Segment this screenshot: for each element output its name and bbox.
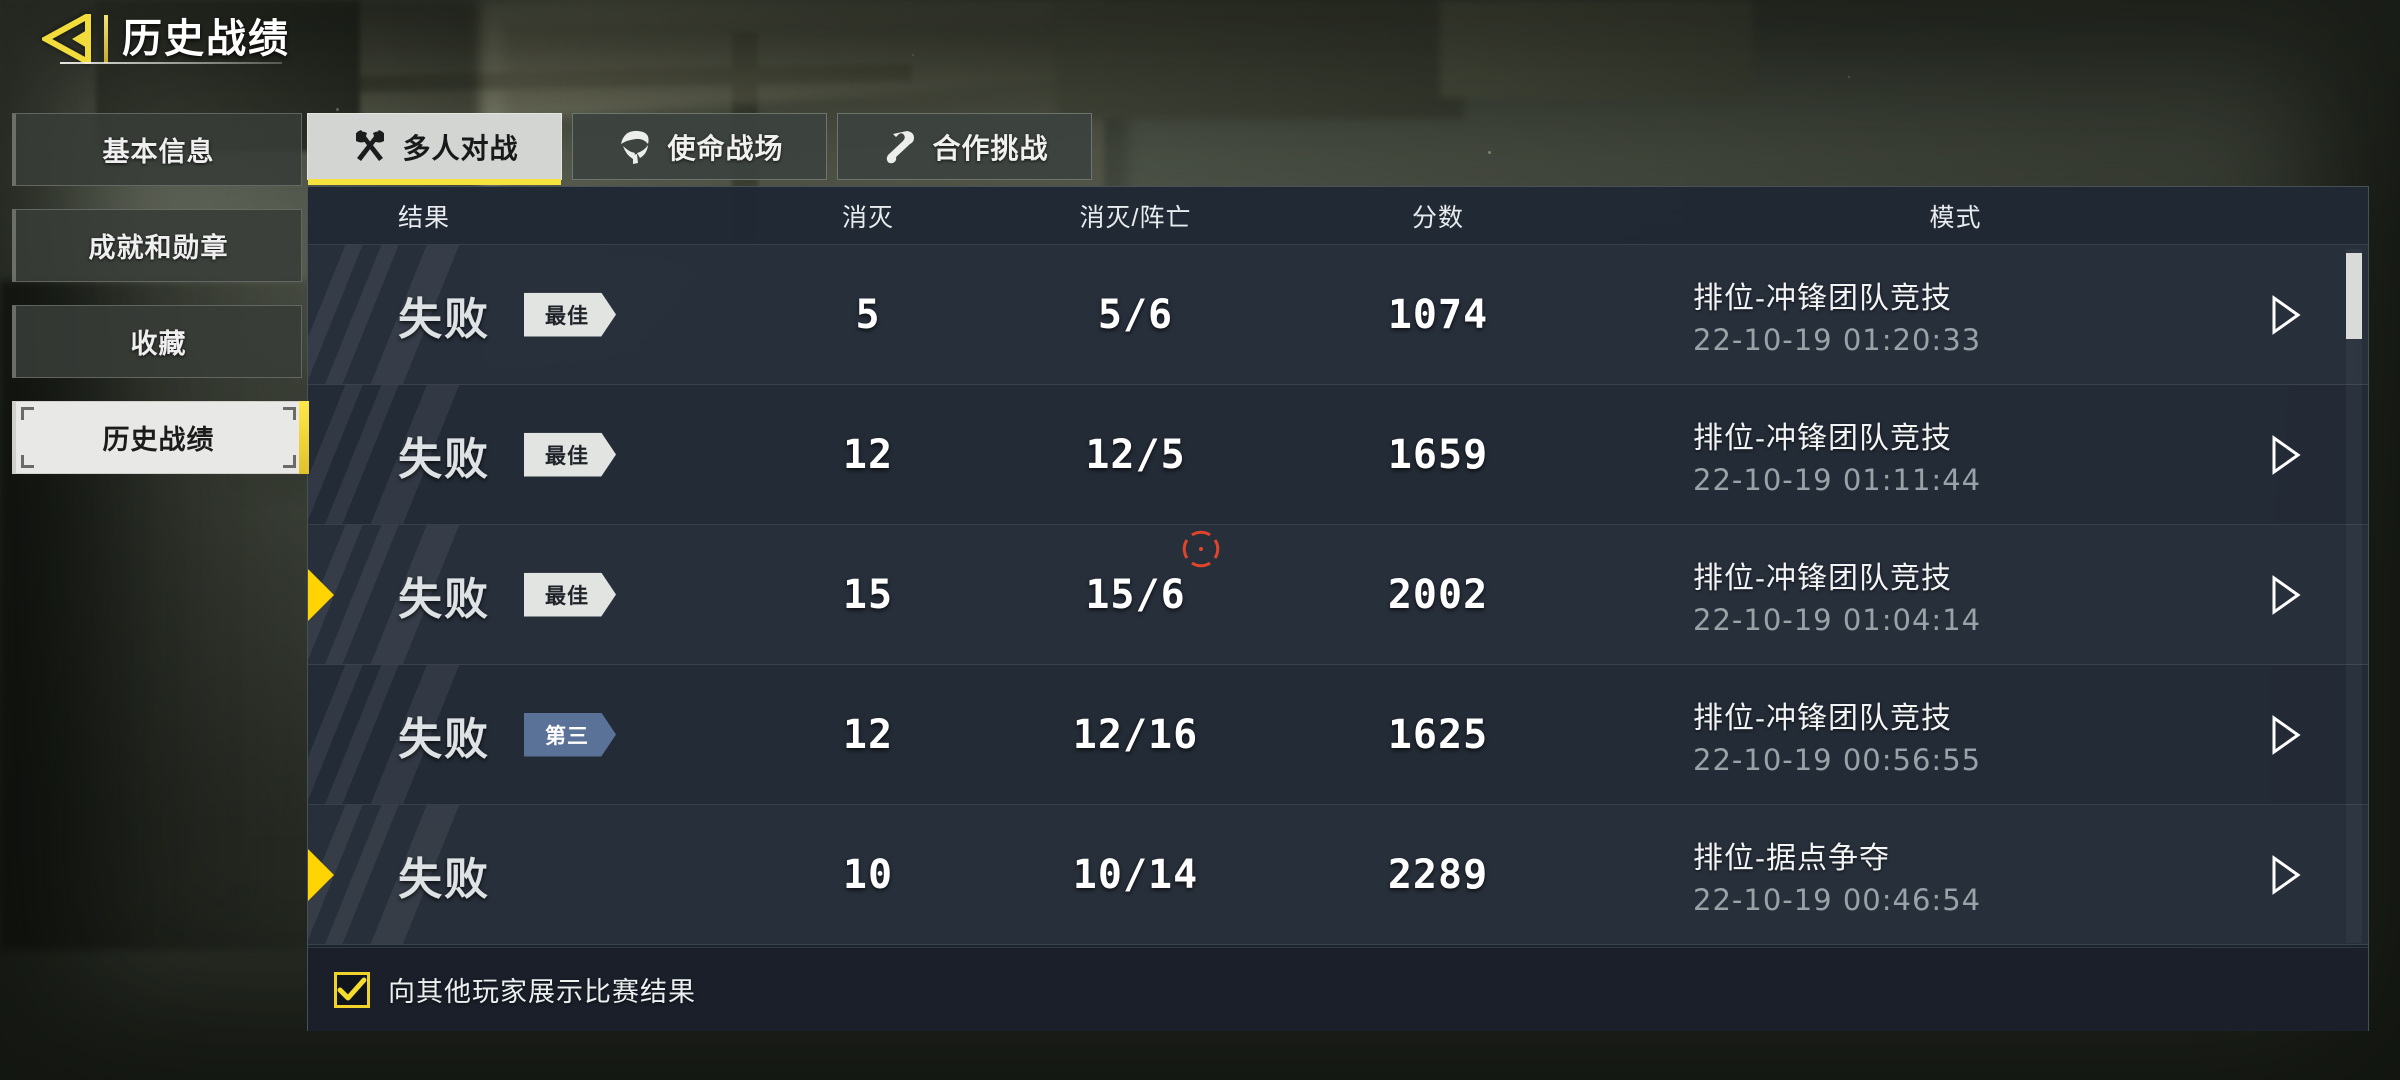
- match-history-panel: 结果 消灭 消灭/阵亡 分数 模式 失败 最佳 5 5/6 1074 排位-冲锋…: [307, 186, 2369, 1031]
- rank-badge: 第三: [524, 712, 616, 757]
- cell-mode: 排位-据点争夺 22-10-19 00:46:54: [1603, 833, 2368, 917]
- sidebar-item-battle-history[interactable]: 历史战绩: [12, 401, 309, 474]
- match-timestamp: 22-10-19 00:46:54: [1693, 882, 1982, 917]
- match-result-text: 失败: [398, 294, 490, 344]
- play-detail-icon[interactable]: [2268, 854, 2302, 896]
- cell-kd: 10/14: [1072, 851, 1199, 898]
- row-selected-marker: [308, 848, 334, 901]
- match-result-text: 失败: [398, 434, 490, 484]
- tab-battlefield[interactable]: 使命战场: [572, 113, 827, 180]
- column-header-kills: 消灭: [841, 203, 894, 232]
- sidebar-item-label: 成就和勋章: [88, 233, 229, 263]
- sidebar-item-label: 历史战绩: [102, 425, 215, 455]
- back-arrow-icon[interactable]: [42, 14, 94, 64]
- parachute-icon: [621, 130, 650, 164]
- cell-score: 1659: [1387, 431, 1489, 478]
- column-header-mode: 模式: [1929, 203, 1982, 232]
- match-mode-name: 排位-冲锋团队竞技: [1693, 561, 1952, 595]
- match-mode-name: 排位-冲锋团队竞技: [1693, 421, 1952, 455]
- corner-bracket: [21, 455, 34, 468]
- match-timestamp: 22-10-19 00:56:55: [1693, 742, 1982, 777]
- sidebar-item-label: 基本信息: [102, 137, 215, 167]
- match-timestamp: 22-10-19 01:20:33: [1693, 322, 1982, 357]
- scrollbar-thumb[interactable]: [2346, 253, 2362, 339]
- cell-kills: 5: [855, 291, 881, 338]
- table-row[interactable]: 失败 最佳 15 15/6 2002 排位-冲锋团队竞技 22-10-19 01…: [308, 525, 2368, 665]
- play-detail-icon[interactable]: [2268, 714, 2302, 756]
- table-row[interactable]: 失败 第三 12 12/16 1625 排位-冲锋团队竞技 22-10-19 0…: [308, 665, 2368, 805]
- title-underline: [60, 62, 282, 64]
- cell-kills: 15: [842, 571, 894, 618]
- sidebar-item-collection[interactable]: 收藏: [12, 305, 302, 378]
- cell-mode: 排位-冲锋团队竞技 22-10-19 01:11:44: [1603, 413, 2368, 497]
- match-timestamp: 22-10-19 01:11:44: [1693, 462, 1982, 497]
- show-results-checkbox[interactable]: [334, 971, 370, 1008]
- tab-label: 使命战场: [667, 132, 784, 164]
- cell-score: 1625: [1387, 711, 1489, 758]
- cell-kd: 5/6: [1097, 291, 1174, 338]
- panel-footer: 向其他玩家展示比赛结果: [308, 947, 2368, 1031]
- cell-kills: 10: [842, 851, 894, 898]
- tab-bar: 多人对战 使命战场 合作挑战: [307, 113, 1092, 185]
- corner-bracket: [283, 455, 296, 468]
- title-separator: [104, 15, 108, 63]
- match-result-text: 失败: [398, 714, 490, 764]
- checkmark-icon: [337, 977, 367, 1000]
- cell-kd: 12/5: [1085, 431, 1186, 478]
- page-header: 历史战绩: [42, 14, 290, 64]
- match-mode-name: 排位-冲锋团队竞技: [1693, 281, 1952, 315]
- cell-kills: 12: [842, 431, 894, 478]
- rank-badge: 最佳: [524, 292, 616, 337]
- play-detail-icon[interactable]: [2268, 574, 2302, 616]
- table-header-row: 结果 消灭 消灭/阵亡 分数 模式: [308, 187, 2368, 245]
- crossed-flags-icon: [356, 129, 385, 161]
- tab-label: 合作挑战: [932, 132, 1049, 164]
- column-header-kd: 消灭/阵亡: [1079, 203, 1192, 232]
- cell-kd: 15/6: [1085, 571, 1186, 618]
- rank-badge: 最佳: [524, 572, 616, 617]
- corner-bracket: [21, 407, 34, 420]
- row-selected-marker: [308, 568, 334, 621]
- cell-kills: 12: [842, 711, 894, 758]
- corner-bracket: [283, 407, 296, 420]
- cell-result: 失败 最佳: [308, 283, 738, 347]
- scrollbar-track[interactable]: [2346, 249, 2362, 943]
- cell-mode: 排位-冲锋团队竞技 22-10-19 01:20:33: [1603, 273, 2368, 357]
- cell-kd: 12/16: [1072, 711, 1199, 758]
- match-mode-name: 排位-冲锋团队竞技: [1693, 701, 1952, 735]
- match-result-text: 失败: [398, 854, 490, 904]
- table-row[interactable]: 失败 最佳 5 5/6 1074 排位-冲锋团队竞技 22-10-19 01:2…: [308, 245, 2368, 385]
- wrench-arm-icon: [887, 130, 915, 163]
- page-title: 历史战绩: [122, 17, 290, 61]
- match-result-text: 失败: [398, 574, 490, 624]
- match-list[interactable]: 失败 最佳 5 5/6 1074 排位-冲锋团队竞技 22-10-19 01:2…: [308, 245, 2368, 947]
- play-detail-icon[interactable]: [2268, 294, 2302, 336]
- sidebar-item-achievements[interactable]: 成就和勋章: [12, 209, 302, 282]
- cell-mode: 排位-冲锋团队竞技 22-10-19 01:04:14: [1603, 553, 2368, 637]
- tab-multiplayer[interactable]: 多人对战: [307, 113, 562, 185]
- tab-coop-challenge[interactable]: 合作挑战: [837, 113, 1092, 180]
- table-row[interactable]: 失败 最佳 12 12/5 1659 排位-冲锋团队竞技 22-10-19 01…: [308, 385, 2368, 525]
- match-timestamp: 22-10-19 01:04:14: [1693, 602, 1982, 637]
- sidebar-item-basic-info[interactable]: 基本信息: [12, 113, 302, 186]
- show-results-label: 向其他玩家展示比赛结果: [388, 977, 696, 1007]
- sidebar-item-label: 收藏: [130, 329, 187, 359]
- match-mode-name: 排位-据点争夺: [1693, 841, 1890, 875]
- play-detail-icon[interactable]: [2268, 434, 2302, 476]
- cell-mode: 排位-冲锋团队竞技 22-10-19 00:56:55: [1603, 693, 2368, 777]
- table-row[interactable]: 失败 10 10/14 2289 排位-据点争夺 22-10-19 00:46:…: [308, 805, 2368, 945]
- cell-score: 1074: [1387, 291, 1489, 338]
- cell-score: 2289: [1387, 851, 1489, 898]
- cell-score: 2002: [1387, 571, 1489, 618]
- cell-result: 失败 第三: [308, 703, 738, 767]
- cell-result: 失败: [308, 843, 738, 907]
- sidebar: 基本信息 成就和勋章 收藏 历史战绩: [12, 113, 309, 497]
- cell-result: 失败 最佳: [308, 423, 738, 487]
- column-header-score: 分数: [1411, 203, 1464, 232]
- tab-label: 多人对战: [402, 132, 519, 164]
- column-header-result: 结果: [398, 203, 451, 232]
- rank-badge: 最佳: [524, 432, 616, 477]
- cell-result: 失败 最佳: [308, 563, 738, 627]
